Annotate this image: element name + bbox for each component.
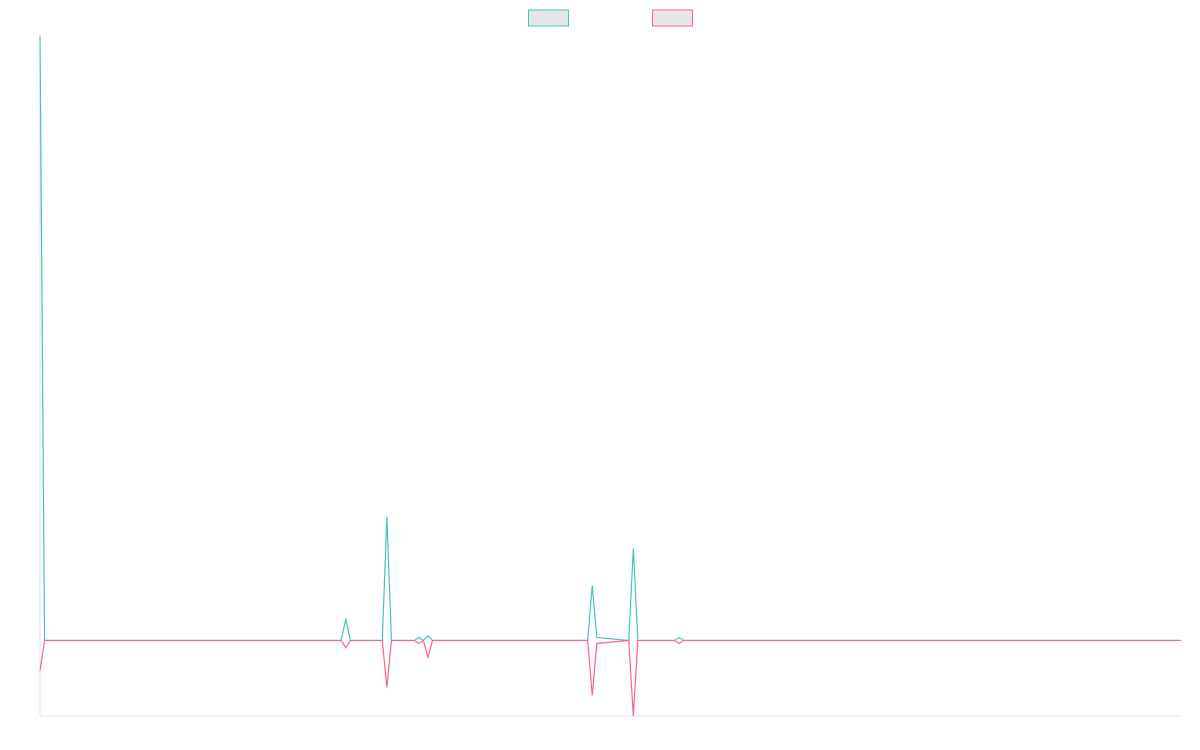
line-series bbox=[39, 35, 1181, 642]
line-series bbox=[39, 639, 1181, 717]
legend-swatch bbox=[652, 9, 693, 27]
legend-swatch bbox=[528, 9, 569, 27]
